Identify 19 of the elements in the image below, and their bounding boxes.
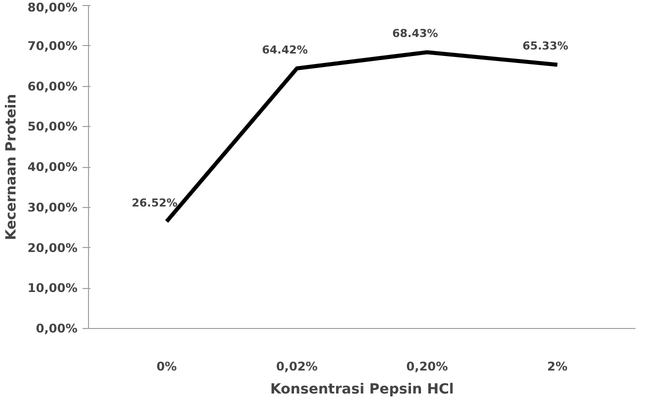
x-tick-label: 0,20% (406, 360, 448, 374)
x-tick-label: 0,02% (276, 360, 318, 374)
y-tick-label: 40,00% (28, 160, 78, 174)
text: 65.33% (522, 40, 568, 53)
text: 26.52% (132, 196, 178, 210)
x-tick-label: 2% (547, 360, 568, 374)
text: 68.43% (392, 27, 438, 40)
y-axis-title: Kecernaan Protein (4, 94, 20, 240)
y-tick-label: 0,00% (36, 322, 78, 336)
y-tick-label: 70,00% (28, 38, 78, 53)
y-tick-label: 60,00% (28, 79, 78, 94)
text: 64.42% (262, 43, 308, 56)
x-tick-label: 0% (156, 360, 177, 374)
y-tick-label: 10,00% (28, 281, 78, 296)
x-axis-title: Konsentrasi Pepsin HCl (270, 382, 454, 398)
y-tick-label: 50,00% (28, 120, 78, 134)
y-tick-label: 20,00% (28, 240, 78, 255)
y-tick-label: 80,00% (28, 0, 78, 14)
y-tick-label: 30,00% (28, 200, 78, 214)
